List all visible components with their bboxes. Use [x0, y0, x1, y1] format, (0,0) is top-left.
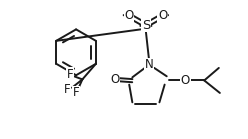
Text: O: O [110, 73, 119, 86]
Text: F: F [73, 86, 79, 99]
Text: F: F [66, 68, 73, 81]
Text: N: N [145, 58, 153, 71]
Text: O: O [181, 74, 190, 87]
Text: O: O [124, 9, 134, 22]
Text: S: S [142, 19, 150, 32]
Text: F: F [63, 83, 70, 96]
Text: O: O [158, 9, 167, 22]
